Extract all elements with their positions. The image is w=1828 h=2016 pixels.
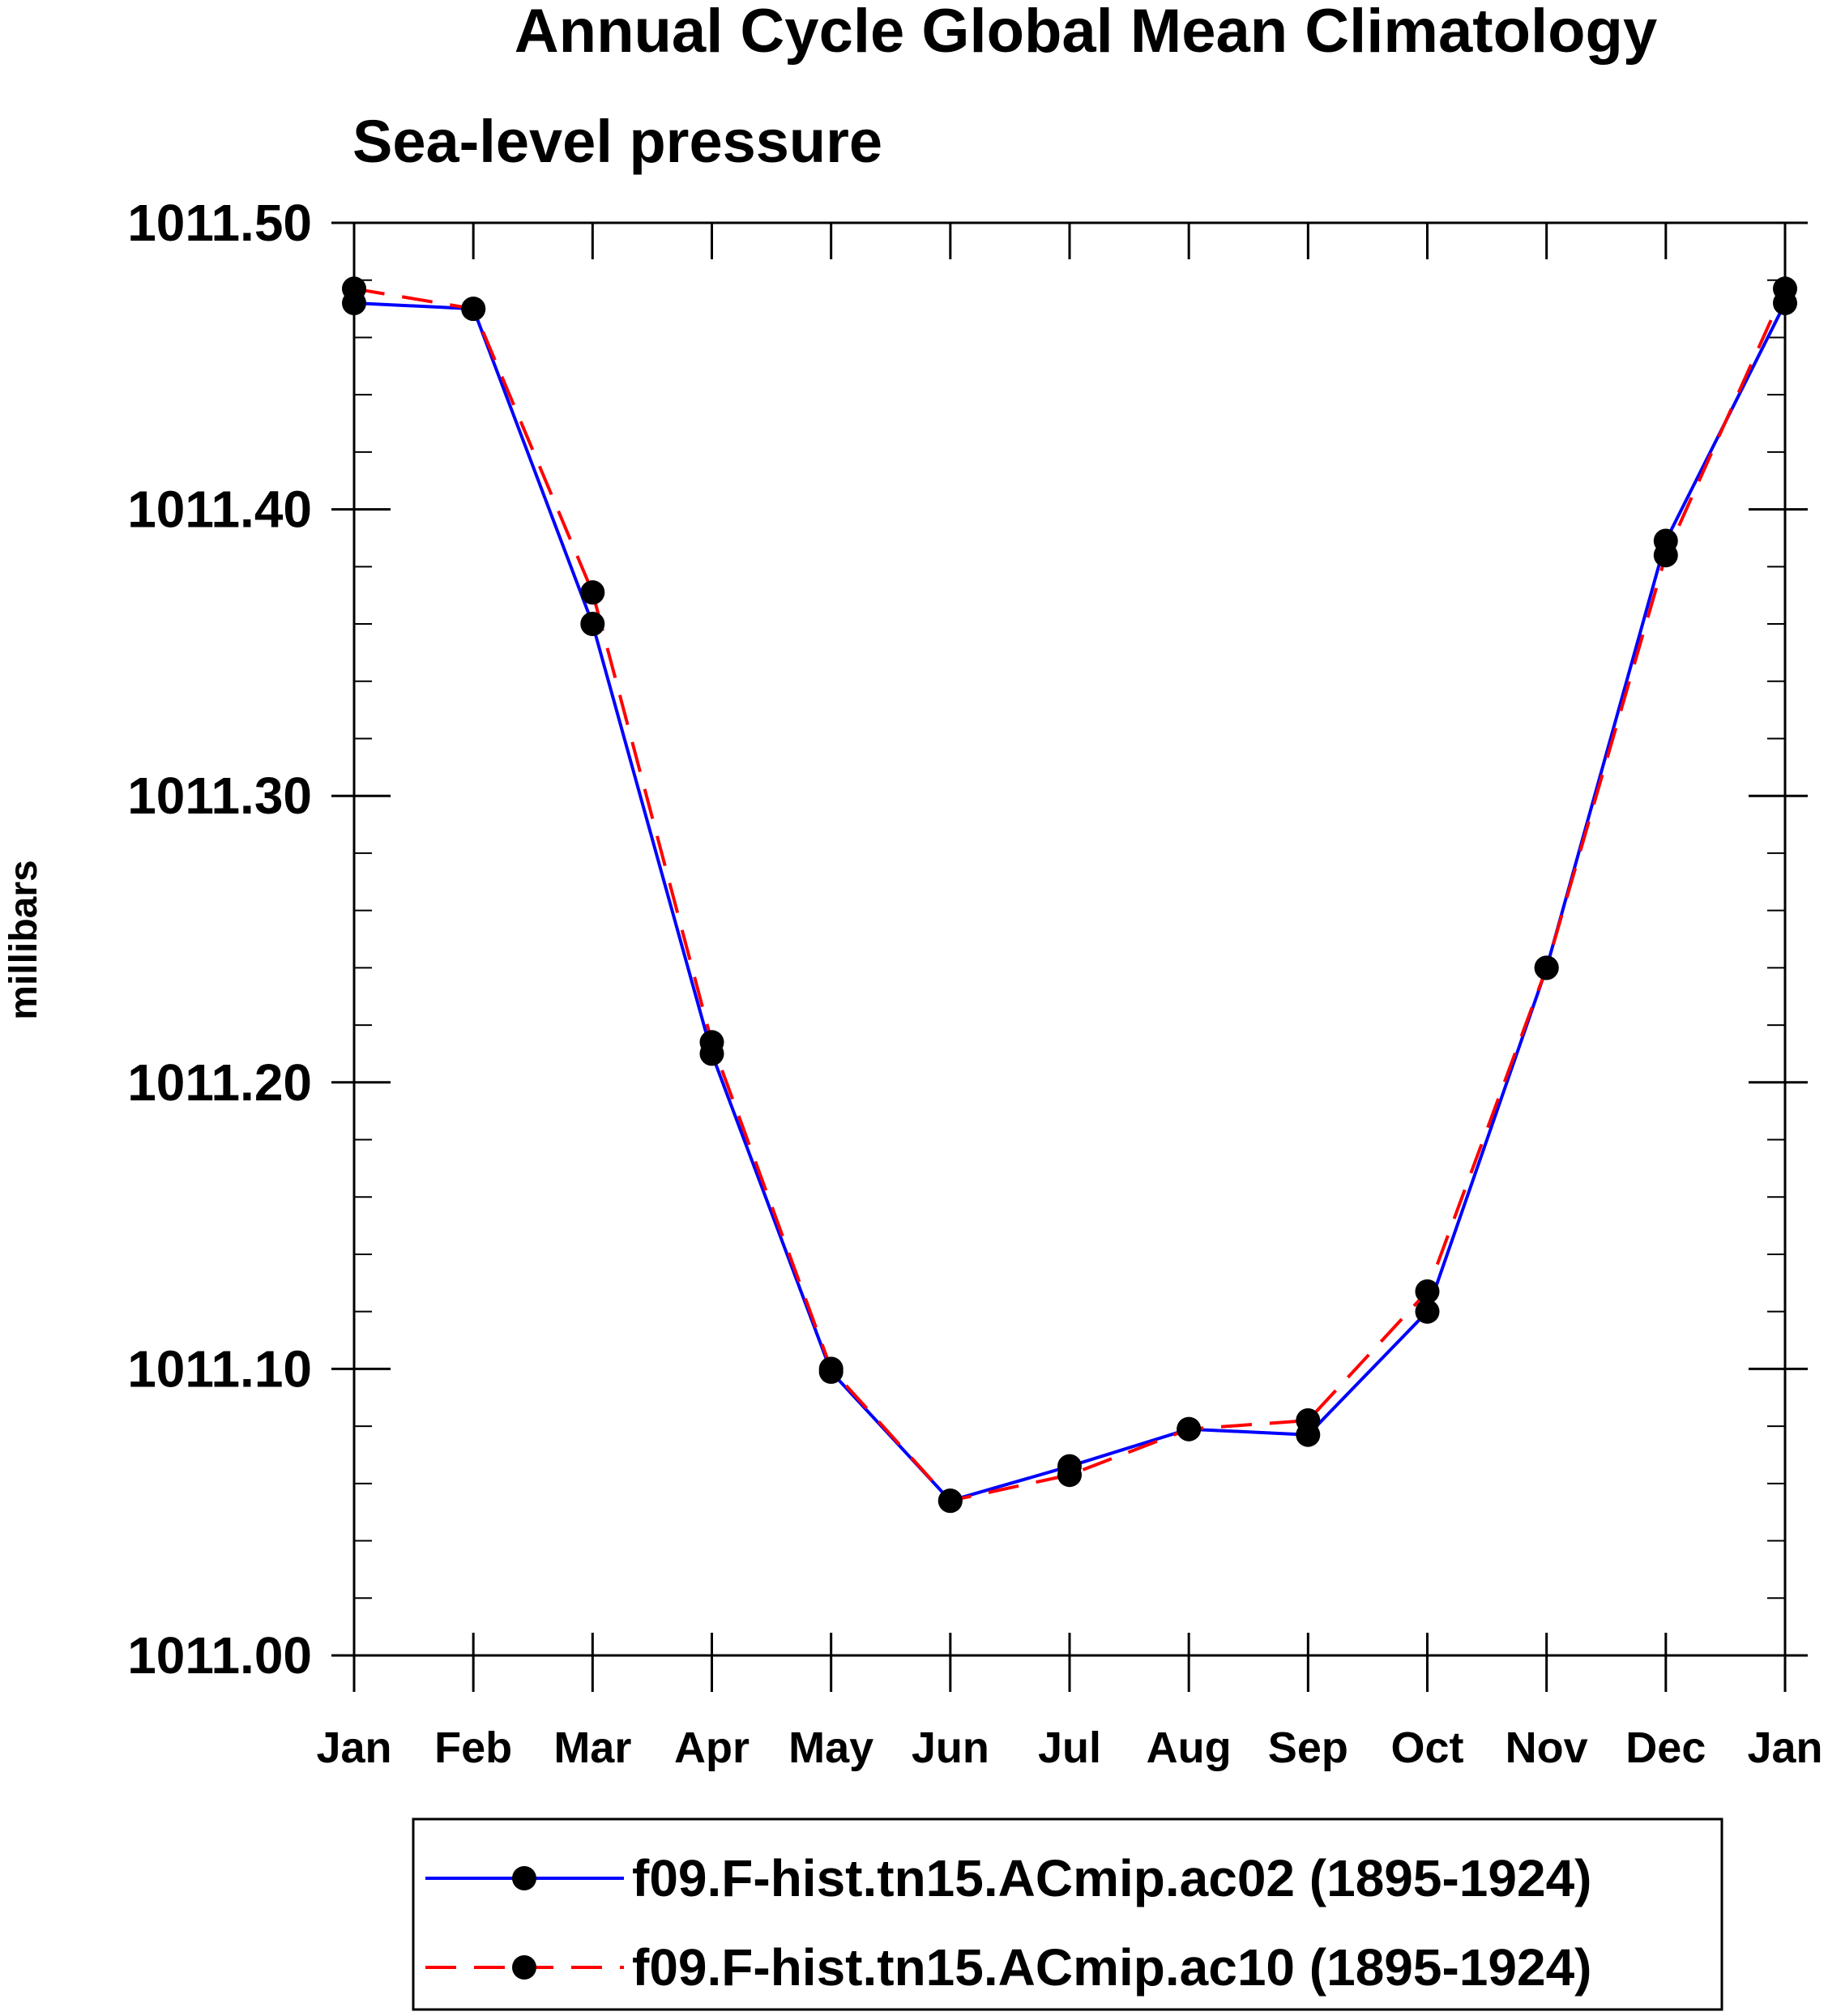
y-tick-label: 1011.20	[127, 1053, 312, 1112]
x-tick-label: Jul	[1038, 1723, 1101, 1772]
legend-label-2: f09.F-hist.tn15.ACmip.ac10 (1895-1924)	[632, 1938, 1591, 1997]
y-tick-label: 1011.50	[127, 194, 312, 252]
series-2-point	[699, 1030, 724, 1055]
legend-swatch-marker-1	[512, 1866, 536, 1890]
series-2-point	[1057, 1463, 1082, 1488]
series-1-point	[1415, 1299, 1440, 1324]
series-lines	[353, 287, 1787, 1503]
x-tick-label: Aug	[1147, 1723, 1232, 1772]
x-tick-label: Oct	[1390, 1723, 1463, 1772]
series-2-point	[580, 580, 605, 605]
series-1-point	[580, 612, 605, 636]
x-tick-label: Nov	[1506, 1723, 1588, 1772]
y-tick-label: 1011.00	[127, 1626, 312, 1685]
x-tick-label: Feb	[434, 1723, 512, 1772]
series-2-point	[1415, 1279, 1440, 1304]
series-2-point	[818, 1356, 844, 1382]
y-tick-label: 1011.30	[127, 767, 312, 825]
plot-frame	[352, 221, 1787, 1657]
x-tick-label: Apr	[674, 1723, 750, 1772]
series-line-2	[353, 287, 1787, 1503]
y-tick-label: 1011.10	[127, 1339, 312, 1398]
axis-ticks	[331, 221, 1808, 1692]
chart-title: Annual Cycle Global Mean Climatology	[515, 0, 1657, 66]
series-2-point	[1653, 543, 1678, 568]
series-points	[342, 276, 1797, 1514]
legend-label-1: f09.F-hist.tn15.ACmip.ac02 (1895-1924)	[632, 1849, 1591, 1907]
x-tick-label: Jun	[912, 1723, 989, 1772]
series-2-point	[1534, 955, 1559, 980]
axis-tick-labels: Jan Feb Mar Apr May Jun Jul Aug Sep Oct Nov Dec Jan1…	[127, 194, 1822, 1772]
x-tick-label: Jan	[1747, 1723, 1822, 1772]
y-axis-label: millibars	[2, 860, 45, 1019]
chart-subtitle: Sea-level pressure	[352, 108, 882, 175]
x-tick-label: Mar	[553, 1723, 631, 1772]
series-2-point	[937, 1489, 963, 1514]
series-2-point	[461, 297, 486, 322]
series-2-point	[1296, 1408, 1321, 1433]
legend: f09.F-hist.tn15.ACmip.ac02 (1895-1924) f0…	[412, 1817, 1723, 2011]
y-tick-label: 1011.40	[127, 481, 312, 539]
series-line-1	[353, 301, 1787, 1503]
x-tick-label: Dec	[1625, 1723, 1706, 1772]
x-tick-label: Sep	[1268, 1723, 1348, 1772]
x-tick-label: May	[788, 1723, 873, 1772]
legend-box	[412, 1817, 1723, 2011]
legend-swatch-marker-2	[512, 1955, 536, 1980]
x-tick-label: Jan	[316, 1723, 391, 1772]
series-2-point	[1177, 1416, 1202, 1442]
